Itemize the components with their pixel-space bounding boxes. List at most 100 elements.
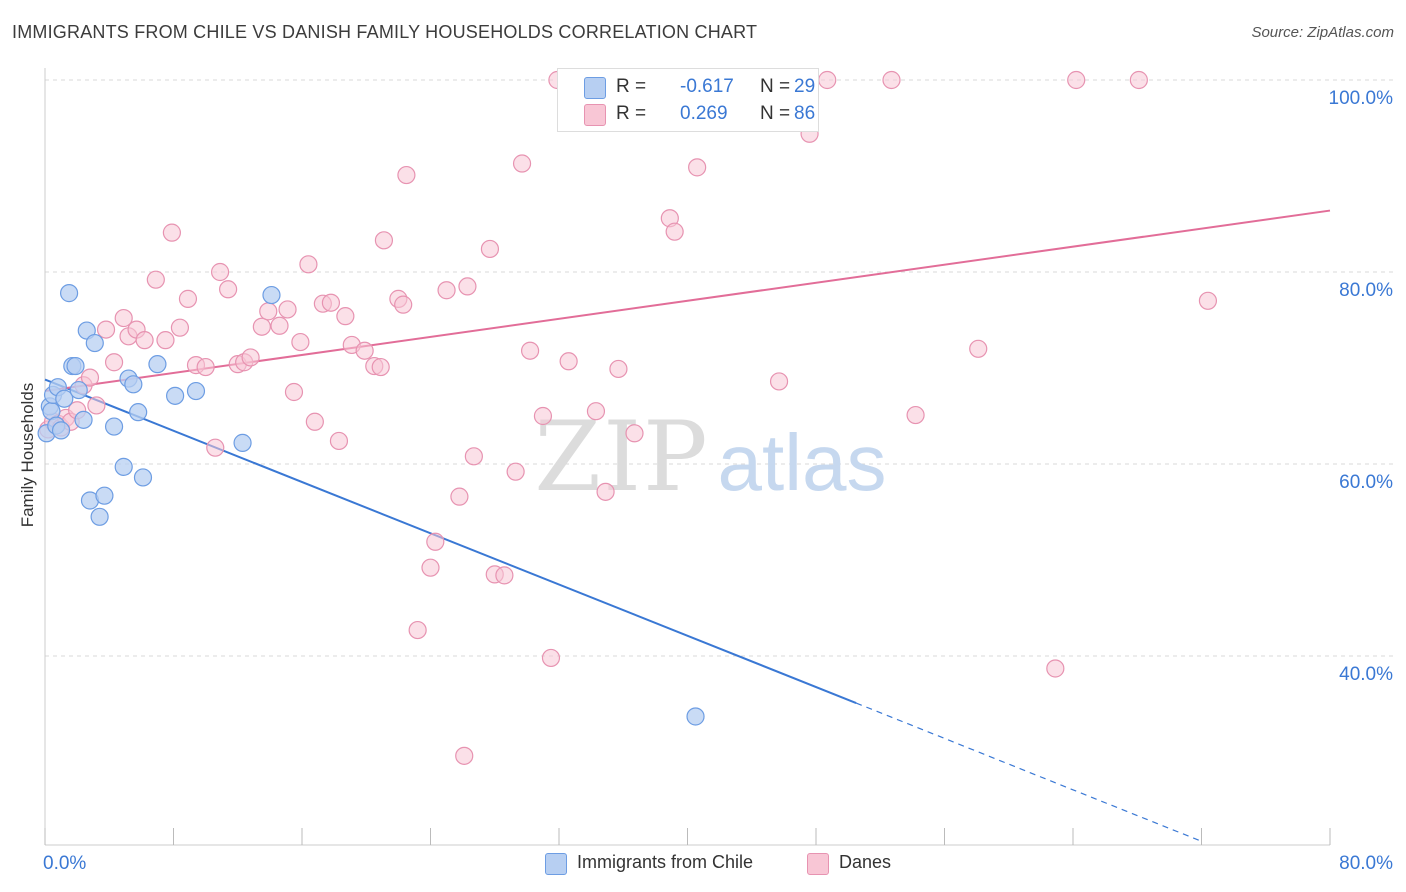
danes-point xyxy=(162,223,181,242)
danes-point xyxy=(394,295,413,314)
danes-point xyxy=(87,396,106,415)
danes-point xyxy=(688,158,707,177)
danes-point xyxy=(512,154,532,173)
danes-point xyxy=(480,239,500,259)
chile-point xyxy=(129,403,148,422)
danes-trend-line xyxy=(44,209,1331,393)
chile-point xyxy=(148,355,167,374)
legend-n-label: N = xyxy=(760,76,791,97)
watermark: ZIP atlas xyxy=(534,401,886,513)
chile-point xyxy=(686,707,705,726)
danes-point xyxy=(541,648,561,668)
x-tick-labels: 0.0% 80.0% xyxy=(43,853,1393,874)
chile-point xyxy=(262,285,281,305)
axes xyxy=(44,68,1331,846)
danes-point xyxy=(818,70,837,90)
danes-point xyxy=(252,317,271,336)
danes-point xyxy=(769,372,789,391)
y-tick-labels: 40.0% 60.0% 80.0% 100.0% xyxy=(1329,88,1394,685)
danes-point xyxy=(135,331,154,350)
danes-point xyxy=(210,262,230,282)
legend-n-value: 86 xyxy=(794,103,816,124)
chile-swatch xyxy=(584,77,606,99)
chile-trend-extension xyxy=(855,702,1202,842)
chart-title: IMMIGRANTS FROM CHILE VS DANISH FAMILY H… xyxy=(12,22,758,42)
danes-point xyxy=(464,447,483,466)
y-tick-label: 80.0% xyxy=(1339,280,1393,301)
chile-point xyxy=(66,356,85,376)
stats-legend: R = -0.617 N = 29 R = 0.269 N = 86 xyxy=(557,68,819,132)
danes-point xyxy=(506,462,525,481)
danes-point xyxy=(299,255,318,274)
y-tick-label: 60.0% xyxy=(1339,472,1393,493)
watermark-atlas: atlas xyxy=(718,418,887,507)
danes-legend-swatch xyxy=(807,853,829,875)
danes-point xyxy=(104,353,124,372)
danes-legend-label: Danes xyxy=(839,852,892,872)
chile-point xyxy=(186,381,206,401)
chile-point xyxy=(85,333,104,353)
danes-point xyxy=(969,339,988,358)
danes-point xyxy=(170,318,190,337)
danes-point xyxy=(284,382,304,402)
danes-point xyxy=(437,281,456,300)
danes-points xyxy=(39,70,1218,765)
x-tick-label: 0.0% xyxy=(43,853,86,874)
danes-point xyxy=(206,438,225,457)
legend-r-label: R = xyxy=(616,76,647,97)
chile-point xyxy=(51,421,71,440)
danes-point xyxy=(559,352,578,371)
danes-point xyxy=(146,270,165,289)
watermark-zip: ZIP xyxy=(534,401,709,513)
chart-source: Source: ZipAtlas.com xyxy=(1251,24,1394,41)
danes-point xyxy=(80,368,100,387)
y-axis-label: Family Households xyxy=(18,382,37,528)
danes-point xyxy=(533,406,553,426)
y-tick-label: 100.0% xyxy=(1329,88,1394,109)
danes-point xyxy=(278,300,297,319)
chile-point xyxy=(114,457,133,476)
danes-point xyxy=(1046,659,1065,678)
danes-point xyxy=(371,357,390,377)
danes-point xyxy=(305,412,324,431)
danes-point xyxy=(520,341,540,360)
danes-point xyxy=(596,482,615,501)
chile-point xyxy=(55,389,74,408)
x-tick-label: 80.0% xyxy=(1339,853,1393,874)
chile-legend-swatch xyxy=(545,853,567,875)
danes-point xyxy=(329,431,349,451)
chile-points xyxy=(37,284,705,726)
legend-n-label: N = xyxy=(760,103,791,124)
danes-point xyxy=(374,231,394,250)
chile-point xyxy=(166,386,185,405)
danes-point xyxy=(1129,70,1148,90)
danes-point xyxy=(1067,70,1086,90)
trend-lines xyxy=(44,209,1331,842)
danes-point xyxy=(455,746,474,765)
danes-point xyxy=(906,405,925,425)
chile-point xyxy=(59,284,79,303)
danes-point xyxy=(882,70,901,90)
danes-point xyxy=(270,316,289,335)
danes-point xyxy=(156,331,175,350)
chile-point xyxy=(124,375,143,394)
danes-point xyxy=(495,566,514,585)
legend-r-value: 0.269 xyxy=(680,103,728,124)
y-tick-label: 40.0% xyxy=(1339,664,1393,685)
chile-point xyxy=(133,468,153,487)
danes-point xyxy=(1198,291,1218,310)
legend-r-label: R = xyxy=(616,103,647,124)
danes-point xyxy=(426,532,445,551)
danes-point xyxy=(291,332,310,352)
legend-r-value: -0.617 xyxy=(680,76,734,97)
danes-point xyxy=(96,320,116,339)
danes-point xyxy=(586,402,606,421)
danes-point xyxy=(665,222,684,241)
danes-point xyxy=(178,289,198,308)
chile-point xyxy=(95,486,114,505)
danes-point xyxy=(241,348,260,367)
danes-point xyxy=(408,620,427,640)
danes-point xyxy=(355,341,374,360)
chile-point xyxy=(74,410,93,429)
